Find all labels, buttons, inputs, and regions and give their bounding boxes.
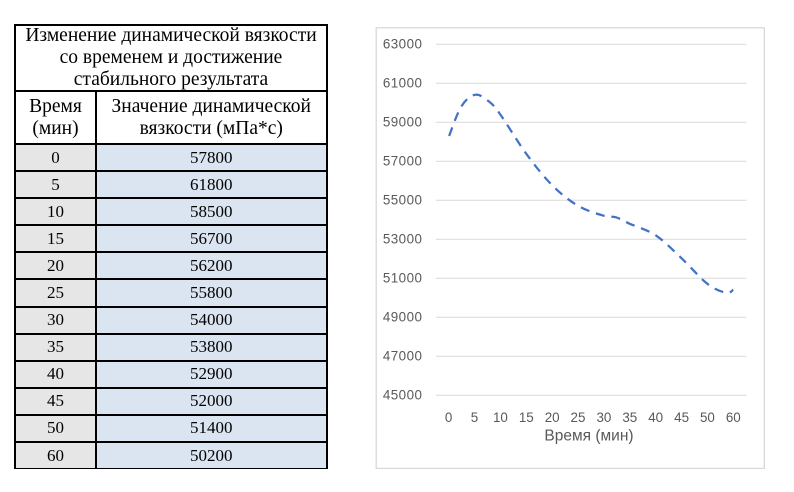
svg-text:25: 25 [571,410,586,425]
svg-text:20: 20 [545,410,560,425]
svg-text:59000: 59000 [383,115,423,130]
svg-text:55000: 55000 [383,193,423,208]
svg-text:40: 40 [648,410,663,425]
svg-text:60: 60 [726,410,741,425]
svg-text:45: 45 [674,410,689,425]
svg-text:35: 35 [622,410,637,425]
svg-text:47000: 47000 [383,349,423,364]
svg-text:5: 5 [471,410,478,425]
svg-text:0: 0 [445,410,452,425]
svg-text:53000: 53000 [383,232,423,247]
svg-text:15: 15 [519,410,534,425]
svg-text:63000: 63000 [383,37,423,52]
svg-text:51000: 51000 [383,271,423,286]
svg-text:Время (мин): Время (мин) [544,428,633,445]
svg-text:50: 50 [700,410,715,425]
svg-text:61000: 61000 [383,76,423,91]
svg-text:57000: 57000 [383,154,423,169]
svg-text:45000: 45000 [383,388,423,403]
svg-text:30: 30 [596,410,611,425]
svg-text:49000: 49000 [383,310,423,325]
svg-text:10: 10 [493,410,508,425]
